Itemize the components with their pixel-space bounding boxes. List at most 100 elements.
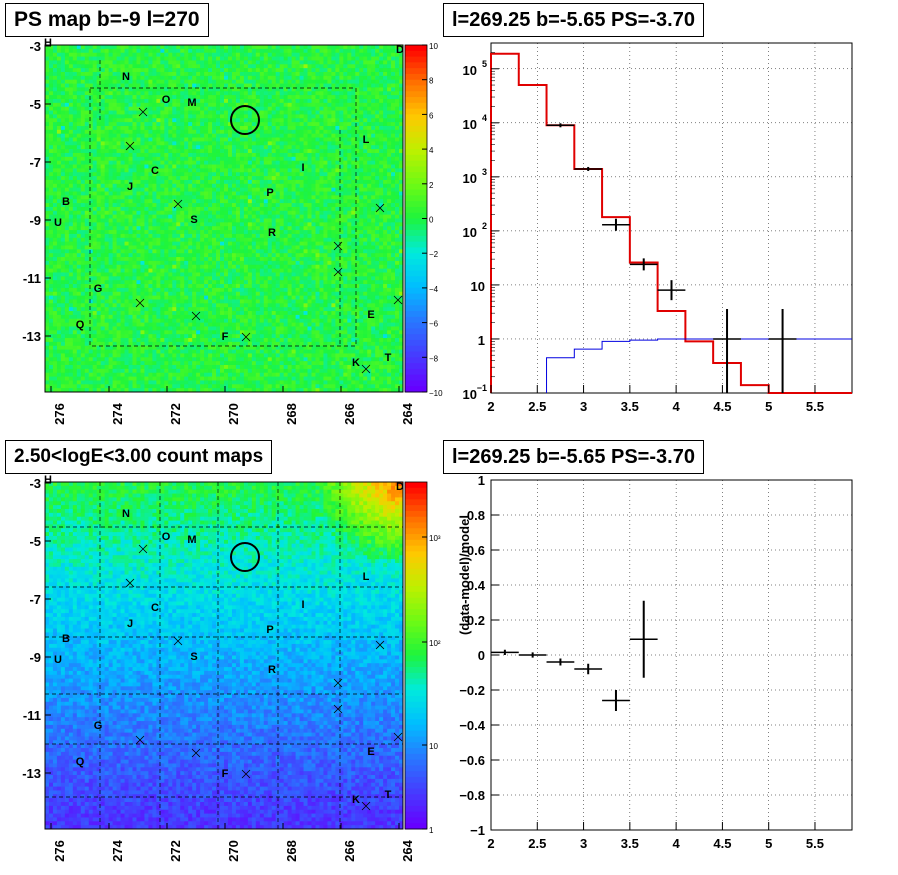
heatmap-cell <box>227 179 233 185</box>
heatmap-cell <box>60 176 66 181</box>
heatmap-cell <box>88 214 94 219</box>
heatmap-cell <box>216 179 221 185</box>
heatmap-cell <box>144 291 149 297</box>
heatmap-cell <box>200 75 205 81</box>
heatmap-cell <box>259 233 265 239</box>
heatmap-cell <box>243 368 249 374</box>
heatmap-cell <box>235 380 241 385</box>
heatmap-cell <box>80 203 86 208</box>
heatmap-cell <box>100 241 106 246</box>
heatmap-cell <box>52 71 58 77</box>
heatmap-cell <box>96 314 102 320</box>
heatmap-cell <box>152 91 157 96</box>
heatmap-cell <box>156 322 161 327</box>
heatmap-cell <box>92 199 98 204</box>
heatmap-cell <box>152 287 157 293</box>
heatmap-cell <box>239 253 245 258</box>
heatmap-cell <box>192 295 197 300</box>
heatmap-cell <box>116 299 121 304</box>
heatmap-cell <box>112 133 117 138</box>
heatmap-cell <box>144 71 149 77</box>
heatmap-cell <box>45 64 50 69</box>
heatmap-cell <box>128 284 133 289</box>
heatmap-cell <box>231 307 237 312</box>
heatmap-cell <box>204 230 209 235</box>
heatmap-cell <box>132 83 137 88</box>
heatmap-cell <box>124 56 129 61</box>
heatmap-cell <box>68 176 74 181</box>
heatmap-cell <box>196 230 201 235</box>
heatmap-cell <box>84 199 90 204</box>
heatmap-cell <box>212 168 217 173</box>
heatmap-cell <box>231 68 237 73</box>
heatmap-cell <box>104 260 110 266</box>
heatmap-cell <box>168 110 173 115</box>
heatmap-cell <box>220 168 225 173</box>
heatmap-cell <box>60 156 66 162</box>
heatmap-cell <box>239 141 245 146</box>
heatmap-cell <box>200 95 205 100</box>
heatmap-cell <box>128 264 133 270</box>
heatmap-cell <box>224 249 229 254</box>
heatmap-cell <box>48 160 54 165</box>
heatmap-cell <box>88 156 94 162</box>
heatmap-cell <box>144 52 149 57</box>
heatmap-cell <box>80 79 86 84</box>
heatmap-cell <box>68 341 74 347</box>
heatmap-cell <box>164 95 169 100</box>
heatmap-cell <box>220 91 225 96</box>
heatmap-cell <box>132 245 137 250</box>
heatmap-cell <box>188 98 193 104</box>
heatmap-cell <box>200 233 205 239</box>
heatmap-cell <box>64 338 70 343</box>
heatmap-cell <box>204 187 209 192</box>
heatmap-cell <box>52 384 58 389</box>
heatmap-cell <box>56 249 62 254</box>
heatmap-cell <box>227 334 233 339</box>
heatmap-cell <box>239 249 245 254</box>
heatmap-cell <box>60 299 66 304</box>
heatmap-cell <box>48 71 54 77</box>
heatmap-cell <box>124 164 129 169</box>
heatmap-cell <box>76 334 82 339</box>
heatmap-cell <box>243 168 249 173</box>
heatmap-cell <box>48 268 54 273</box>
heatmap-cell <box>52 210 58 216</box>
heatmap-cell <box>180 145 185 150</box>
heatmap-cell <box>243 64 249 69</box>
heatmap-cell <box>144 122 149 127</box>
heatmap-cell <box>68 145 74 150</box>
heatmap-cell <box>80 388 86 393</box>
heatmap-cell <box>243 314 249 320</box>
heatmap-cell <box>104 68 110 73</box>
heatmap-cell <box>259 303 265 308</box>
heatmap-cell <box>160 295 165 300</box>
heatmap-cell <box>239 179 245 185</box>
heatmap-cell <box>56 141 62 146</box>
heatmap-cell <box>204 149 209 154</box>
heatmap-cell <box>216 353 221 358</box>
heatmap-cell <box>132 203 137 208</box>
heatmap-cell <box>124 203 129 208</box>
heatmap-cell <box>212 349 217 354</box>
heatmap-cell <box>164 75 169 81</box>
heatmap-cell <box>116 60 121 65</box>
heatmap-cell <box>136 87 141 92</box>
heatmap-cell <box>156 361 161 366</box>
heatmap-cell <box>259 195 265 200</box>
heatmap-cell <box>60 380 66 385</box>
heatmap-cell <box>172 149 177 154</box>
heatmap-cell <box>259 125 265 131</box>
heatmap-cell <box>235 291 241 297</box>
heatmap-cell <box>52 129 58 135</box>
heatmap-cell <box>200 222 205 227</box>
heatmap-cell <box>251 295 257 300</box>
heatmap-cell <box>148 334 153 339</box>
heatmap-cell <box>152 45 157 50</box>
heatmap-cell <box>160 95 165 100</box>
heatmap-cell <box>180 365 185 370</box>
heatmap-cell <box>100 179 106 185</box>
heatmap-cell <box>136 222 141 227</box>
heatmap-cell <box>92 195 98 200</box>
heatmap-cell <box>172 64 177 69</box>
